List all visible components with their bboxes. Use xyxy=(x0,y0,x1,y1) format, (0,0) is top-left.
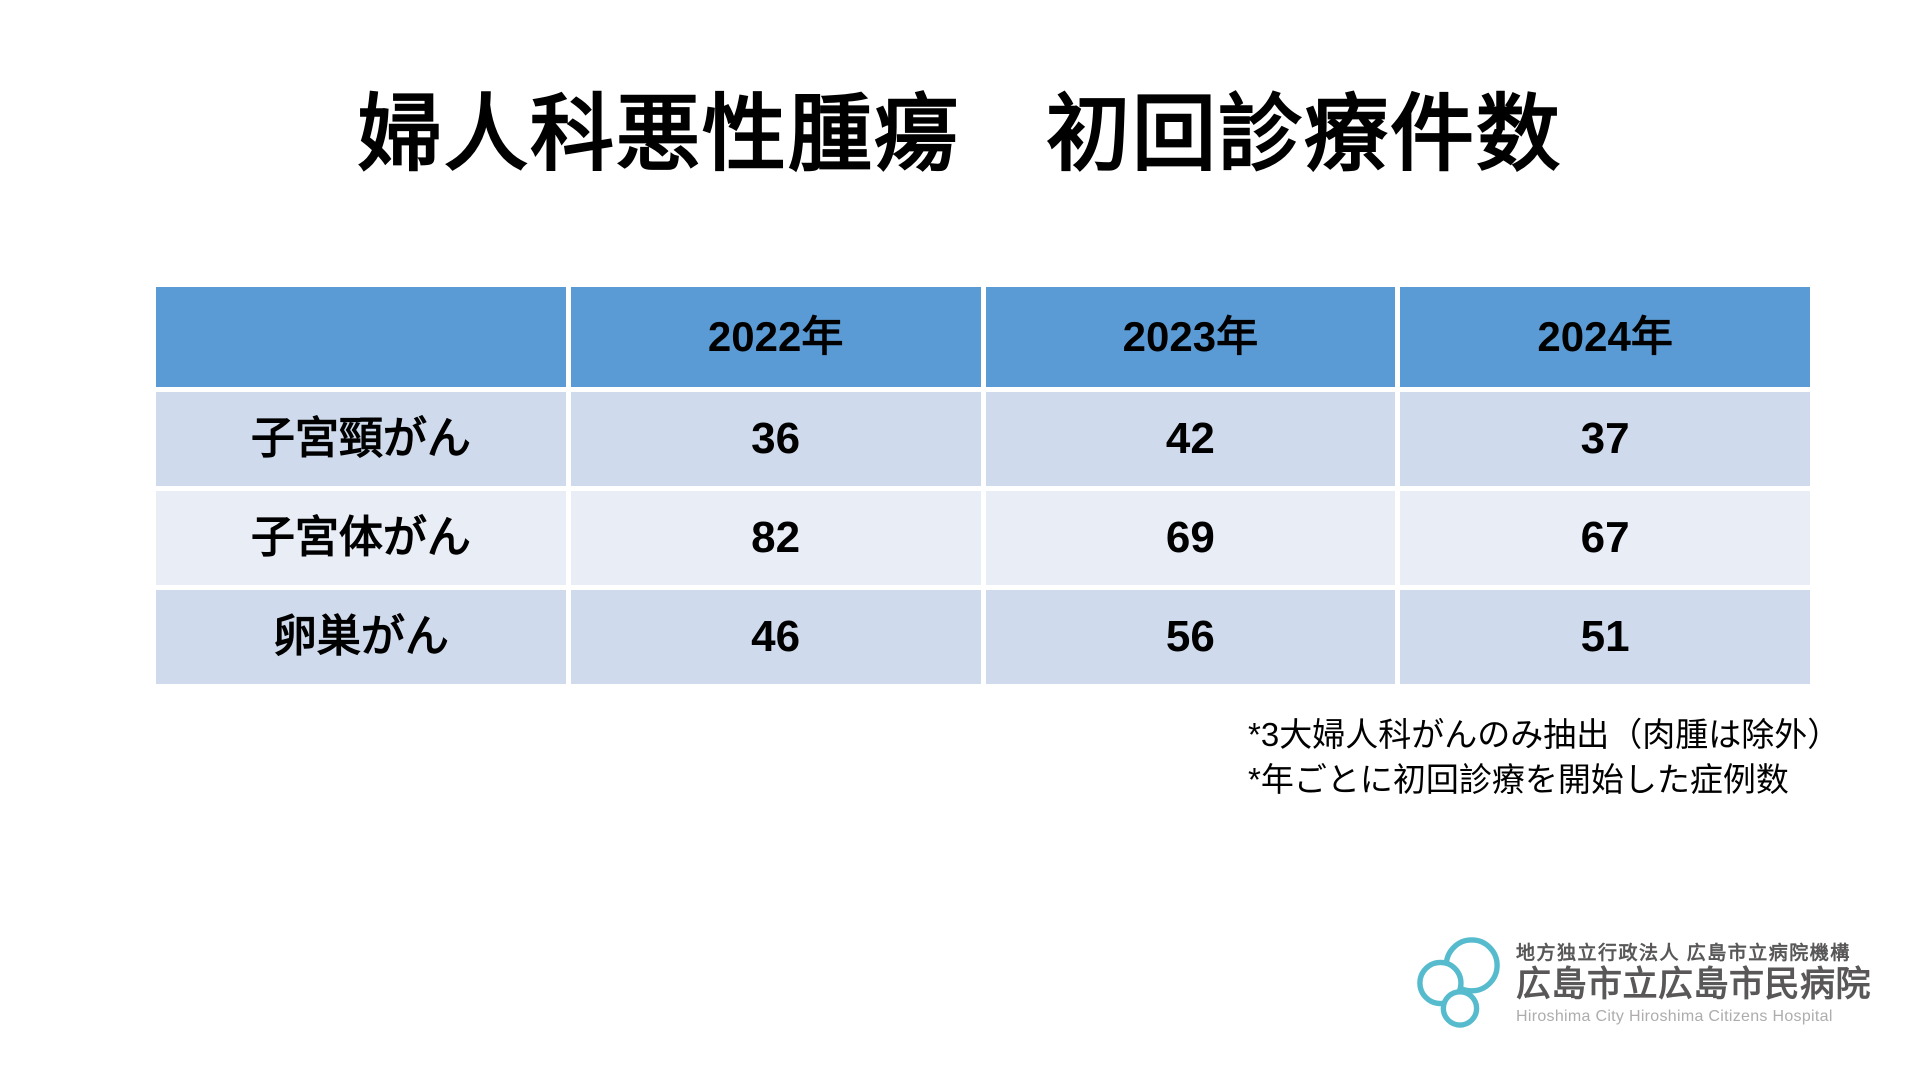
cell-cervical-2024: 37 xyxy=(1400,392,1810,486)
footnotes: *3大婦人科がんのみ抽出（肉腫は除外） *年ごとに初回診療を開始した症例数 xyxy=(1248,712,1840,802)
cell-endometrial-2022: 82 xyxy=(570,491,981,585)
cell-endometrial-2023: 69 xyxy=(985,491,1396,585)
table-corner-cell xyxy=(156,287,566,387)
cell-endometrial-2024: 67 xyxy=(1400,491,1810,585)
footnote-line-2: *年ごとに初回診療を開始した症例数 xyxy=(1248,761,1789,799)
logo-org-name: 地方独立行政法人 広島市立病院機構 xyxy=(1516,942,1851,964)
row-label-endometrial-cancer: 子宮体がん xyxy=(156,491,566,585)
slide-title: 婦人科悪性腫瘍 初回診療件数 xyxy=(357,87,1562,182)
cell-ovarian-2023: 56 xyxy=(985,590,1396,684)
col-header-2024: 2024年 xyxy=(1400,287,1810,387)
logo-text-block: 地方独立行政法人 広島市立病院機構 広島市立広島市民病院 Hiroshima C… xyxy=(1516,938,1871,1026)
cell-ovarian-2024: 51 xyxy=(1400,590,1810,684)
footnote-line-1: *3大婦人科がんのみ抽出（肉腫は除外） xyxy=(1248,716,1841,753)
first-visit-cases-table: 2022年 2023年 2024年 子宮頸がん 36 42 37 子宮体がん 8… xyxy=(156,287,1810,684)
logo-english-name: Hiroshima City Hiroshima Citizens Hospit… xyxy=(1516,1008,1833,1026)
col-header-2022: 2022年 xyxy=(570,287,981,387)
cell-cervical-2023: 42 xyxy=(985,392,1396,486)
cell-ovarian-2022: 46 xyxy=(570,590,981,684)
cloud-circles-icon xyxy=(1417,937,1500,1028)
hospital-logo: 地方独立行政法人 広島市立病院機構 広島市立広島市民病院 Hiroshima C… xyxy=(1416,933,1871,1031)
row-label-cervical-cancer: 子宮頸がん xyxy=(156,392,566,486)
cell-cervical-2022: 36 xyxy=(570,392,981,486)
logo-hospital-name: 広島市立広島市民病院 xyxy=(1516,964,1872,1004)
row-label-ovarian-cancer: 卵巣がん xyxy=(156,590,566,684)
col-header-2023: 2023年 xyxy=(985,287,1396,387)
